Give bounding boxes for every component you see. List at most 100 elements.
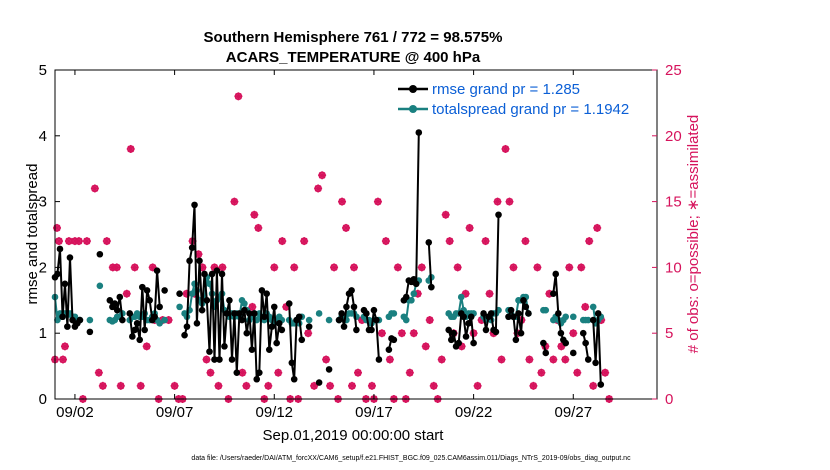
obs-assimilated-marker bbox=[330, 263, 339, 272]
rmse-point bbox=[153, 267, 161, 274]
obs-assimilated-marker bbox=[202, 355, 211, 364]
rmse-point bbox=[582, 339, 589, 347]
rmse-point bbox=[198, 306, 206, 314]
rmse-point bbox=[64, 323, 71, 330]
obs-assimilated-marker bbox=[58, 355, 67, 364]
totalspread-point bbox=[315, 310, 323, 317]
rmse-point bbox=[243, 329, 251, 337]
rmse-point bbox=[261, 313, 268, 321]
obs-assimilated-marker bbox=[214, 381, 223, 390]
rmse-point bbox=[196, 257, 203, 265]
obs-assimilated-marker bbox=[94, 368, 103, 377]
obs-assimilated-marker bbox=[218, 263, 227, 272]
rmse-point bbox=[550, 290, 557, 298]
obs-assimilated-marker bbox=[385, 355, 394, 364]
obs-assimilated-marker bbox=[82, 237, 91, 246]
rmse-point bbox=[106, 297, 114, 304]
rmse-point bbox=[54, 270, 61, 278]
totalspread-point bbox=[408, 297, 415, 304]
rmse-point bbox=[335, 316, 343, 324]
obs-assimilated-marker bbox=[230, 197, 239, 206]
totalspread-point bbox=[325, 316, 333, 324]
rmse-point bbox=[226, 297, 233, 304]
rmse-point bbox=[236, 310, 243, 317]
rmse-point bbox=[201, 270, 208, 278]
obs-assimilated-marker bbox=[274, 368, 283, 377]
rmse-point bbox=[193, 320, 201, 327]
rmse-point bbox=[348, 287, 355, 294]
obs-assimilated-marker bbox=[493, 197, 502, 206]
rmse-line-segment bbox=[427, 242, 433, 288]
obs-assimilated-marker bbox=[537, 368, 546, 377]
rmse-point bbox=[278, 326, 286, 334]
totalspread-point bbox=[176, 303, 183, 311]
obs-assimilated-marker bbox=[573, 368, 582, 377]
rmse-point bbox=[445, 326, 452, 334]
rmse-point bbox=[61, 280, 69, 288]
obs-assimilated-marker bbox=[102, 237, 111, 246]
obs-assimilated-marker bbox=[112, 263, 121, 272]
y-left-tick-label: 3 bbox=[39, 194, 47, 211]
rmse-point bbox=[111, 300, 119, 307]
rmse-point bbox=[592, 359, 599, 367]
rmse-point bbox=[233, 369, 241, 376]
obs-assimilated-marker bbox=[122, 289, 131, 298]
obs-assimilated-marker bbox=[98, 381, 107, 390]
rmse-point bbox=[492, 328, 500, 336]
obs-assimilated-marker bbox=[238, 368, 247, 377]
rmse-point bbox=[270, 303, 278, 311]
totalspread-point bbox=[161, 316, 168, 324]
totalspread-point bbox=[305, 316, 313, 324]
rmse-point bbox=[231, 310, 238, 317]
y-left-tick-label: 5 bbox=[39, 62, 47, 79]
rmse-point bbox=[76, 316, 84, 324]
obs-assimilated-marker bbox=[74, 237, 83, 246]
obs-assimilated-marker bbox=[350, 263, 359, 272]
x-axis-label: Sep.01,2019 00:00:00 start bbox=[263, 427, 445, 444]
rmse-point bbox=[467, 313, 475, 321]
rmse-point bbox=[450, 329, 457, 337]
obs-assimilated-marker bbox=[142, 342, 151, 351]
chart-title-line-2: ACARS_TEMPERATURE @ 400 hPa bbox=[226, 49, 481, 66]
rmse-line-segment bbox=[402, 132, 420, 301]
obs-assimilated-marker bbox=[529, 381, 538, 390]
obs-assimilated-marker bbox=[353, 368, 362, 377]
totalspread-point bbox=[54, 316, 61, 324]
rmse-point bbox=[597, 381, 605, 388]
obs-assimilated-marker bbox=[290, 263, 299, 272]
rmse-point bbox=[96, 250, 104, 258]
x-tick-label: 09/27 bbox=[555, 404, 593, 421]
rmse-point bbox=[487, 310, 495, 317]
rmse-point bbox=[258, 287, 266, 294]
rmse-point bbox=[253, 375, 261, 383]
y-right-tick-label: 20 bbox=[665, 128, 682, 145]
rmse-point bbox=[290, 375, 298, 383]
totalspread-point bbox=[569, 313, 577, 321]
totalspread-point bbox=[542, 306, 550, 314]
obs-assimilated-marker bbox=[52, 223, 61, 232]
totalspread-point bbox=[584, 316, 592, 324]
rmse-point bbox=[141, 326, 149, 334]
rmse-point bbox=[295, 313, 303, 321]
legend: rmse grand pr = 1.285 totalspread grand … bbox=[393, 76, 656, 120]
rmse-point bbox=[338, 310, 345, 317]
y-axis-right-label: # of obs: o=possible; ∗=assimilated bbox=[685, 115, 702, 354]
obs-assimilated-marker bbox=[338, 197, 347, 206]
rmse-point bbox=[375, 356, 383, 363]
rmse-point bbox=[390, 336, 398, 344]
rmse-point bbox=[470, 339, 477, 347]
legend-rmse-text: rmse grand pr = 1.285 bbox=[432, 81, 580, 98]
obs-assimilated-marker bbox=[445, 237, 454, 246]
obs-assimilated-marker bbox=[421, 342, 430, 351]
rmse-point bbox=[505, 313, 512, 321]
obs-assimilated-marker bbox=[429, 381, 438, 390]
rmse-point bbox=[325, 366, 333, 373]
rmse-point bbox=[59, 313, 66, 321]
rmse-point bbox=[465, 320, 472, 327]
rmse-point bbox=[425, 239, 433, 246]
rmse-point bbox=[385, 346, 393, 353]
series-lines bbox=[51, 129, 605, 388]
rmse-point bbox=[186, 257, 193, 265]
obs-assimilated-marker bbox=[373, 197, 382, 206]
